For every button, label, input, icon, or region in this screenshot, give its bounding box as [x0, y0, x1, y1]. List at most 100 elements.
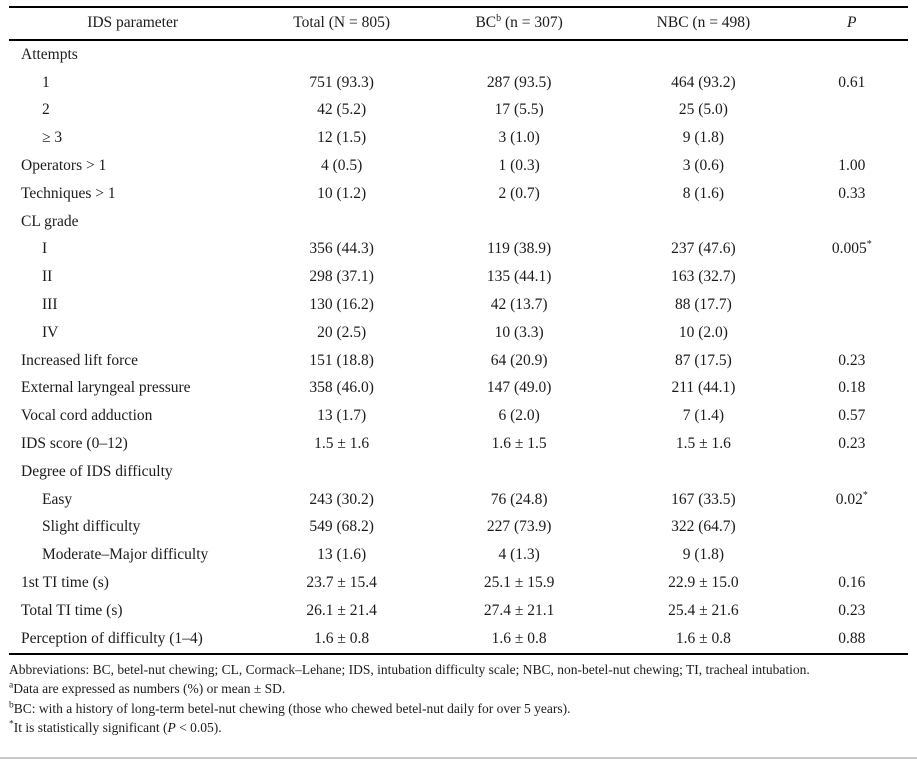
footnote-text: Data are expressed as numbers (%) or mea… — [13, 681, 286, 697]
p-value — [796, 291, 908, 319]
total-value: 12 (1.5) — [317, 129, 367, 147]
bc-value — [427, 40, 611, 69]
nbc-value: 22.9 ± 15.0 — [668, 574, 739, 592]
p-value — [796, 124, 908, 152]
p-value: 0.23 — [796, 597, 908, 625]
p-number: 0.23 — [838, 601, 866, 619]
p-number: 0.33 — [838, 184, 866, 202]
column-header-ids-parameter: IDS parameter — [9, 7, 257, 41]
bc-value: 3 (1.0) — [498, 129, 540, 147]
ids-parameters-table-container: IDS parameter Total (N = 805) BCb (n = 3… — [9, 6, 908, 655]
bc-value: 1.6 ± 0.8 — [491, 629, 547, 647]
footnote-text: BC: with a history of long-term betel-nu… — [13, 700, 571, 716]
row-label: CL grade — [21, 212, 79, 230]
nbc-value: 10 (2.0) — [678, 323, 728, 341]
p-value: 1.00 — [796, 152, 908, 180]
bc-value: 1.6 ± 1.5 — [491, 435, 547, 453]
bc-value: 147 (49.0) — [486, 379, 552, 397]
header-row: IDS parameter Total (N = 805) BCb (n = 3… — [9, 7, 908, 41]
significance-asterisk: * — [866, 239, 872, 251]
total-value: 1.5 ± 1.6 — [314, 435, 370, 453]
table-row: IDS score (0–12) 1.5 ± 1.6 1.6 ± 1.5 1.5 ± … — [9, 430, 908, 458]
bc-value — [427, 458, 611, 486]
row-label: Operators > 1 — [21, 157, 107, 175]
footnote-marker: a — [9, 680, 14, 691]
table-row: Perception of difficulty (1–4) 1.6 ± 0.8 1… — [9, 625, 908, 654]
nbc-value: 88 (17.7) — [675, 296, 732, 314]
ids-parameters-table: IDS parameter Total (N = 805) BCb (n = 3… — [9, 6, 908, 655]
table-row: Increased lift force 151 (18.8) 64 (20.9) 8… — [9, 347, 908, 375]
p-value — [796, 541, 908, 569]
row-label: 1 — [42, 73, 50, 91]
bc-value: 1 (0.3) — [498, 157, 540, 175]
p-value — [796, 208, 908, 236]
column-header-total: Total (N = 805) — [256, 7, 428, 41]
row-label: Attempts — [21, 45, 78, 63]
total-value: 10 (1.2) — [317, 184, 367, 202]
table-row: Moderate–Major difficulty 13 (1.6) 4 (1.3)… — [9, 541, 908, 569]
bc-value: 119 (38.9) — [487, 240, 552, 258]
table-row: I 356 (44.3) 119 (38.9) 237 (47.6) 0.005* — [9, 236, 908, 264]
p-value — [796, 514, 908, 542]
table-row: IV 20 (2.5) 10 (3.3) 10 (2.0) — [9, 319, 908, 347]
nbc-value: 7 (1.4) — [682, 407, 725, 425]
nbc-value: 464 (93.2) — [671, 73, 736, 91]
total-value: 549 (68.2) — [309, 518, 374, 536]
row-label: Slight difficulty — [42, 518, 141, 536]
p-number: 0.88 — [838, 629, 866, 647]
p-number: 0.23 — [838, 435, 866, 453]
row-label: Increased lift force — [21, 351, 139, 369]
nbc-value: 3 (0.6) — [682, 157, 725, 175]
total-value: 42 (5.2) — [317, 101, 367, 119]
table-row: Operators > 1 4 (0.5) 1 (0.3) 3 (0.6) 1.00 — [9, 152, 908, 180]
row-label: External laryngeal pressure — [21, 379, 191, 397]
nbc-value: 9 (1.8) — [682, 129, 725, 147]
total-value: 13 (1.6) — [317, 546, 367, 564]
table-body: Attempts 1 751 (93.3) 287 (93.5) 464 (93.2) 0… — [9, 40, 908, 654]
total-value: 356 (44.3) — [309, 240, 374, 258]
p-number: 0.16 — [838, 574, 866, 592]
p-number: 0.02 — [835, 490, 863, 508]
bc-footnote-marker: b — [496, 12, 502, 24]
table-row: ≥ 3 12 (1.5) 3 (1.0) 9 (1.8) — [9, 124, 908, 152]
nbc-value: 8 (1.6) — [682, 184, 725, 202]
row-label: IDS score (0–12) — [21, 435, 128, 453]
bc-value: 227 (73.9) — [486, 518, 552, 536]
footnote-line: *It is statistically significant (P < 0.… — [9, 718, 908, 738]
table-row: Slight difficulty 549 (68.2) 227 (73.9) 322… — [9, 514, 908, 542]
bc-value: 2 (0.7) — [498, 184, 540, 202]
footnotes: Abbreviations: BC, betel-nut chewing; CL… — [9, 660, 908, 738]
nbc-value: 211 (44.1) — [671, 379, 736, 397]
row-label: 2 — [42, 101, 50, 119]
total-value: 151 (18.8) — [309, 351, 374, 369]
nbc-value: 167 (33.5) — [671, 490, 736, 508]
nbc-value: 163 (32.7) — [671, 268, 736, 286]
row-label: 1st TI time (s) — [21, 574, 109, 592]
total-value: 358 (46.0) — [309, 379, 374, 397]
row-label: IV — [42, 323, 59, 341]
p-value — [796, 319, 908, 347]
total-value: 20 (2.5) — [317, 323, 367, 341]
bc-value: 76 (24.8) — [490, 490, 548, 508]
bc-value: 64 (20.9) — [490, 351, 548, 369]
bc-value: 6 (2.0) — [498, 407, 540, 425]
row-label: II — [42, 268, 53, 286]
table-row: Attempts — [9, 40, 908, 69]
row-label: Moderate–Major difficulty — [42, 546, 209, 564]
p-value: 0.02* — [796, 486, 908, 514]
total-value: 751 (93.3) — [309, 73, 374, 91]
footnote-text: Abbreviations: BC, betel-nut chewing; CL… — [9, 661, 810, 677]
p-value — [796, 263, 908, 291]
total-value: 4 (0.5) — [320, 157, 363, 175]
total-value: 1.6 ± 0.8 — [314, 629, 370, 647]
bc-header-name: BC — [475, 14, 497, 31]
table-row: 2 42 (5.2) 17 (5.5) 25 (5.0) — [9, 97, 908, 125]
nbc-value: 1.6 ± 0.8 — [675, 629, 731, 647]
bc-value — [427, 208, 611, 236]
nbc-value — [611, 40, 795, 69]
bc-header-count: (n = 307) — [501, 14, 563, 31]
table-row: Total TI time (s) 26.1 ± 21.4 27.4 ± 21.1 2… — [9, 597, 908, 625]
footnote-line: aData are expressed as numbers (%) or me… — [9, 679, 908, 699]
nbc-value: 1.5 ± 1.6 — [675, 435, 731, 453]
nbc-value — [611, 458, 795, 486]
